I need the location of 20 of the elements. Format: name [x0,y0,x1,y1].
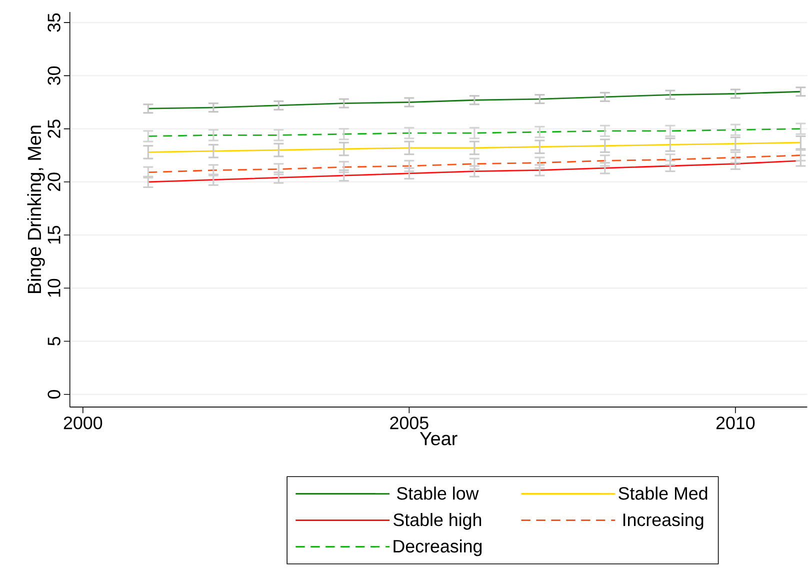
y-tick-label: 30 [48,66,60,86]
legend-label: Increasing [623,513,704,530]
x-axis-title: Year [420,432,458,446]
legend-label: Stable low [397,486,479,500]
line-series [147,142,802,153]
y-axis-title: Binge Drinking, Men [27,126,45,294]
legend-label: Stable high [394,513,482,530]
x-tick-label: 2005 [390,416,428,430]
y-tick-label: 10 [48,279,60,297]
y-tick-label: 20 [48,172,60,192]
y-tick-label: 5 [48,337,60,346]
y-tick-label: 25 [48,120,60,138]
legend-label: Decreasing [394,540,482,556]
y-tick-label: 35 [48,14,60,32]
y-tick-label: 15 [48,226,60,244]
x-tick-label: 2000 [64,416,102,430]
x-tick-label: 2010 [716,416,755,430]
y-tick-label: 0 [48,390,60,399]
line-series [147,128,802,138]
legend-label: Stable Med [618,486,708,500]
